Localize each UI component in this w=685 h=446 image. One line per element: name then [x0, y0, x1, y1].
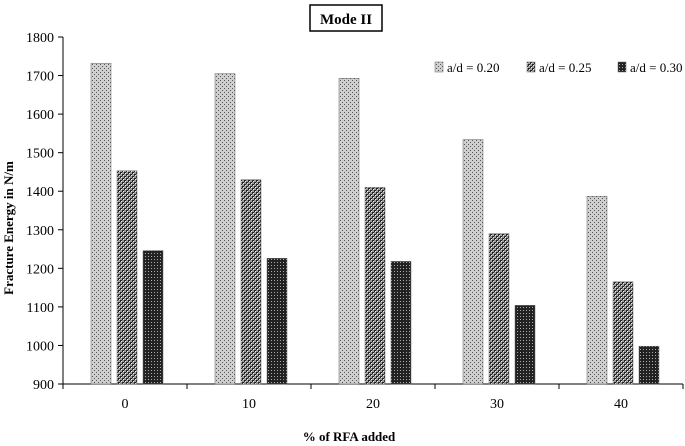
- y-tick-label: 1500: [26, 147, 54, 162]
- bar: [638, 345, 660, 385]
- y-axis-title: Fracture Energy in N/m: [1, 161, 16, 295]
- y-tick-label: 1400: [26, 185, 54, 200]
- legend-swatch: [434, 61, 444, 73]
- legend-label: a/d = 0.30: [630, 60, 682, 75]
- y-tick-label: 1300: [26, 224, 54, 239]
- y-tick-label: 1800: [26, 31, 54, 46]
- y-tick-label: 1600: [26, 108, 54, 123]
- bar: [214, 73, 236, 385]
- chart-title-box: [309, 4, 383, 32]
- y-tick-label: 1700: [26, 70, 54, 85]
- y-tick-label: 900: [33, 378, 54, 393]
- legend: a/d = 0.20 a/d = 0.25 a/d = 0.30: [434, 60, 682, 75]
- x-tick-label: 20: [366, 397, 380, 412]
- bar: [390, 261, 412, 385]
- bar: [514, 305, 536, 385]
- x-tick-label: 10: [242, 397, 256, 412]
- bars: [90, 62, 660, 385]
- bar: [116, 170, 138, 385]
- x-axis-title: % of RFA added: [303, 429, 396, 444]
- bar: [266, 258, 288, 385]
- x-tick-label: 40: [614, 397, 628, 412]
- bar: [364, 187, 386, 385]
- bar: [338, 78, 360, 385]
- bar: [142, 250, 164, 385]
- legend-label: a/d = 0.20: [447, 60, 499, 75]
- x-axis-ticks: 0 10 20 30 40: [62, 384, 684, 412]
- y-axis-ticks: 900 1000 1100 1200 1300 1400 1500 1600 1700 1800: [26, 31, 63, 393]
- bar: [488, 233, 510, 385]
- bar: [90, 62, 112, 385]
- legend-label: a/d = 0.25: [539, 60, 591, 75]
- y-tick-label: 1200: [26, 262, 54, 277]
- bar: [586, 195, 608, 385]
- legend-swatch: [617, 61, 627, 73]
- bar: [240, 179, 262, 385]
- chart-title: Mode II: [320, 12, 372, 28]
- legend-swatch: [526, 61, 536, 73]
- x-tick-label: 0: [122, 397, 129, 412]
- y-tick-label: 1000: [26, 339, 54, 354]
- y-tick-label: 1100: [27, 301, 54, 316]
- bar: [612, 281, 634, 385]
- x-tick-label: 30: [490, 397, 504, 412]
- bar: [462, 139, 484, 385]
